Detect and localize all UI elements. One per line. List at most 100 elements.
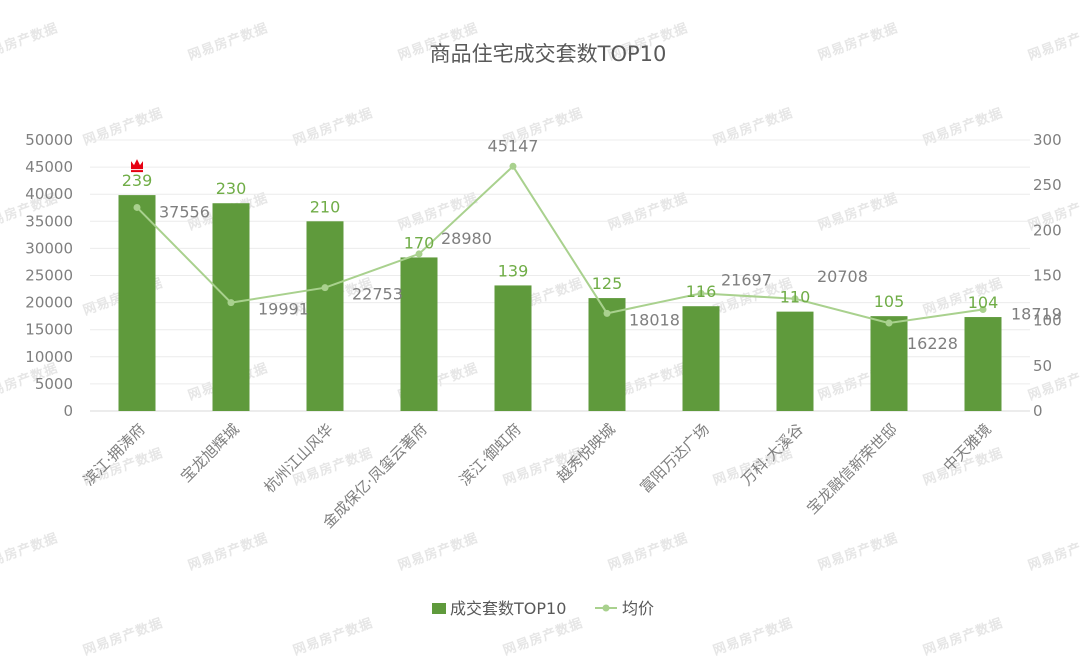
line-value-label: 19991 (258, 300, 309, 319)
bar (400, 257, 438, 411)
line-point (133, 203, 141, 211)
line-value-label: 45147 (488, 136, 539, 155)
left-axis-tick: 35000 (25, 212, 73, 230)
left-axis-tick: 20000 (25, 294, 73, 312)
line-value-label: 18719 (1011, 305, 1062, 324)
left-axis-tick: 30000 (25, 239, 73, 257)
line-path (136, 164, 984, 325)
legend: 成交套数TOP10 均价 (432, 599, 654, 618)
line-value-label: 22753 (352, 285, 403, 304)
bar-value-label: 210 (310, 197, 341, 216)
watermark-text: 网易房产数据 (711, 615, 795, 659)
bar (118, 195, 156, 411)
bar (682, 306, 720, 411)
watermark-text: 网易房产数据 (0, 20, 60, 64)
watermark-text: 网易房产数据 (606, 530, 690, 574)
legend-bar-swatch (432, 603, 446, 614)
bar-value-label: 170 (404, 233, 435, 252)
left-axis-tick: 0 (63, 402, 73, 420)
left-axis-tick: 40000 (25, 185, 73, 203)
line-point (321, 284, 329, 292)
left-axis-tick: 50000 (25, 131, 73, 149)
line-value-label: 28980 (441, 229, 492, 248)
watermark-text: 网易房产数据 (81, 615, 165, 659)
right-axis-tick: 300 (1033, 131, 1062, 149)
category-label: 富阳万达广场 (636, 420, 712, 496)
line-value-label: 21697 (721, 270, 772, 289)
watermark-text: 网易房产数据 (81, 105, 165, 149)
line-point (979, 306, 987, 314)
right-axis-tick: 150 (1033, 267, 1062, 285)
bar (588, 298, 626, 411)
bar-value-label: 110 (780, 288, 811, 307)
right-axis: 0 50 100 150 200 250 300 (1033, 131, 1062, 420)
watermark-text: 网易房产数据 (816, 530, 900, 574)
watermark-text: 网易房产数据 (291, 615, 375, 659)
bar-series (118, 195, 1002, 411)
bar-value-label: 116 (686, 282, 717, 301)
legend-line-marker (602, 604, 610, 612)
bar (776, 311, 814, 411)
line-point (697, 289, 705, 297)
right-axis-tick: 0 (1033, 402, 1043, 420)
line-point (791, 295, 799, 303)
line-point (885, 319, 893, 327)
watermark-text: 网易房产数据 (816, 20, 900, 64)
legend-bar-label: 成交套数TOP10 (450, 599, 566, 618)
left-axis-tick: 25000 (25, 267, 73, 285)
line-point (415, 250, 423, 258)
legend-line-label: 均价 (622, 599, 654, 618)
left-axis-tick: 15000 (25, 321, 73, 339)
bar-value-label: 105 (874, 292, 905, 311)
watermark-text: 网易房产数据 (921, 105, 1005, 149)
bar (212, 203, 250, 411)
right-axis-tick: 250 (1033, 176, 1062, 194)
chart-title: 商品住宅成交套数TOP10 (430, 42, 667, 66)
line-value-label: 20708 (817, 267, 868, 286)
bar (494, 285, 532, 411)
line-data-labels: 37556 19991 22753 28980 45147 18018 21697 20708… (159, 136, 1062, 353)
line-value-label: 18018 (629, 310, 680, 329)
watermark-text: 网易房产数据 (501, 615, 585, 659)
bar-value-label: 230 (216, 179, 247, 198)
watermark-text: 网易房产数据 (606, 190, 690, 234)
bar-value-label: 239 (122, 171, 153, 190)
top-annotation (131, 159, 143, 173)
bar (870, 316, 908, 411)
bar (964, 317, 1002, 411)
watermark-text: 网易房产数据 (186, 530, 270, 574)
watermark-text: 网易房产数据 (396, 190, 480, 234)
line-value-label: 37556 (159, 202, 210, 221)
category-label: 金成保亿·凤玺云著府 (319, 420, 431, 532)
left-axis-tick: 10000 (25, 348, 73, 366)
watermark-text: 网易房产数据 (921, 615, 1005, 659)
line-point (603, 309, 611, 317)
right-axis-tick: 50 (1033, 357, 1052, 375)
left-axis-tick: 5000 (35, 375, 73, 393)
bar (306, 221, 344, 411)
watermark-text: 网易房产数据 (0, 530, 60, 574)
category-label: 宝龙旭辉城 (177, 420, 243, 486)
watermark-text: 网易房产数据 (711, 105, 795, 149)
watermark-text: 网易房产数据 (816, 190, 900, 234)
left-axis: 0 5000 10000 15000 20000 25000 30000 35000 40000… (25, 131, 73, 420)
category-label: 万科·大溪谷 (738, 420, 807, 489)
line-series (133, 162, 987, 327)
watermark-text: 网易房产数据 (1026, 20, 1080, 64)
right-axis-tick: 200 (1033, 221, 1062, 239)
watermark-text: 网易房产数据 (1026, 530, 1080, 574)
line-point (509, 162, 517, 170)
bar-value-label: 104 (968, 293, 999, 312)
right-axis-tick: 100 (1033, 312, 1062, 330)
line-point (227, 299, 235, 307)
line-value-label: 16228 (907, 334, 958, 353)
crown-icon (131, 159, 143, 173)
bar-value-label: 125 (592, 274, 623, 293)
bar-value-label: 139 (498, 261, 529, 280)
watermark-text: 网易房产数据 (186, 20, 270, 64)
bar-data-labels: 239 230 210 170 139 125 116 110 105 104 (122, 171, 999, 312)
watermark-text: 网易房产数据 (291, 105, 375, 149)
category-label: 宝龙融信新荣世邸 (803, 420, 901, 518)
watermark-text: 网易房产数据 (396, 530, 480, 574)
